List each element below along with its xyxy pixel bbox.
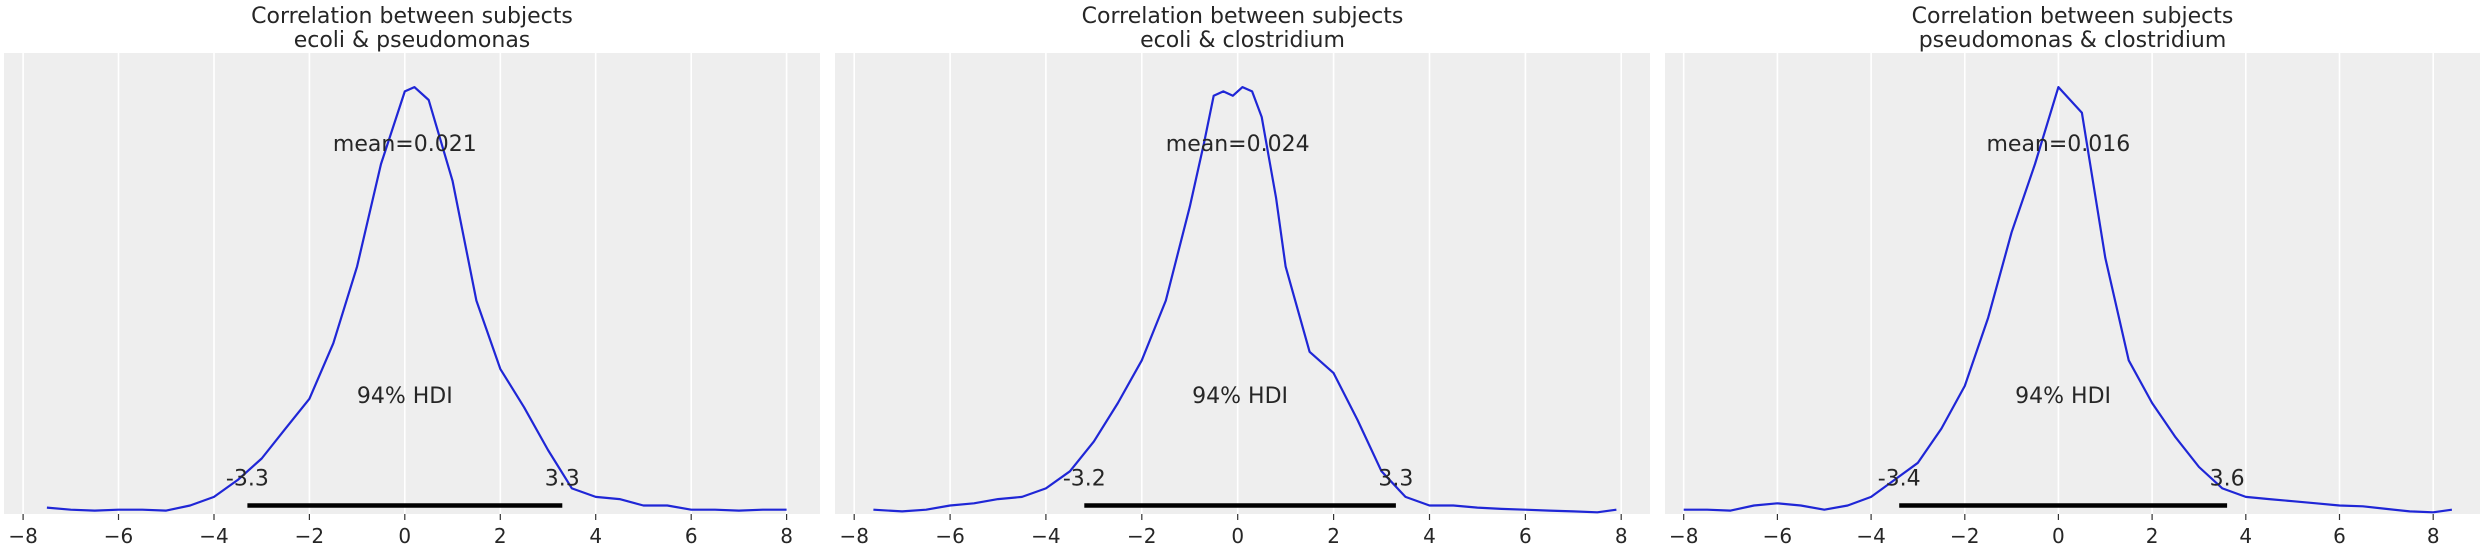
x-tick-label: 2 — [1327, 524, 1340, 548]
x-tick-label: −8 — [839, 524, 868, 548]
density-plot-1: −8 −6 −4 −2 0 2 4 6 8 Correlation between subject… — [4, 4, 820, 548]
x-tick-label: −2 — [1950, 524, 1979, 548]
mean-label: mean=0.016 — [1986, 132, 2130, 157]
x-tick-label: 2 — [494, 524, 507, 548]
x-tick-label: 8 — [780, 524, 793, 548]
hdi-high-label: 3.3 — [1378, 467, 1413, 492]
hdi-label: 94% HDI — [2015, 384, 2111, 409]
chart-title-line-1: Correlation between subjects — [1912, 4, 2234, 29]
plot-background — [835, 53, 1650, 514]
chart-title-line-1: Correlation between subjects — [1082, 4, 1404, 29]
x-tick-label: 4 — [589, 524, 602, 548]
x-tick-label: −2 — [1127, 524, 1156, 548]
hdi-label: 94% HDI — [1192, 384, 1288, 409]
x-tick-label: −2 — [295, 524, 324, 548]
plot-background — [1665, 53, 2480, 514]
x-tick-label: 0 — [398, 524, 411, 548]
x-tick-label: 0 — [1231, 524, 1244, 548]
density-plot-3: −8 −6 −4 −2 0 2 4 6 8 Correlation between subject… — [1665, 4, 2480, 548]
x-tick-label: −6 — [1763, 524, 1792, 548]
hdi-high-label: 3.3 — [545, 467, 580, 492]
x-tick-label: −8 — [1669, 524, 1698, 548]
hdi-low-label: -3.3 — [226, 467, 269, 492]
chart-title-line-2: pseudomonas & clostridium — [1919, 28, 2227, 53]
mean-label: mean=0.021 — [333, 132, 477, 157]
x-tick-label: 4 — [1423, 524, 1436, 548]
chart-title-line-2: ecoli & pseudomonas — [294, 28, 531, 53]
x-tick-label: −6 — [104, 524, 133, 548]
chart-title-line-1: Correlation between subjects — [251, 4, 573, 29]
density-curve — [46, 86, 787, 512]
density-plot-2: −8 −6 −4 −2 0 2 4 6 8 Correlation between subject… — [835, 4, 1650, 548]
mean-label: mean=0.024 — [1166, 132, 1310, 157]
x-tick-label: −4 — [1856, 524, 1885, 548]
x-tick-label: −4 — [1031, 524, 1060, 548]
x-tick-label: 0 — [2052, 524, 2065, 548]
x-tick-label: 6 — [2333, 524, 2346, 548]
hdi-low-label: -3.4 — [1878, 467, 1921, 492]
x-tick-label: 8 — [2427, 524, 2440, 548]
hdi-high-label: 3.6 — [2210, 467, 2245, 492]
density-curve — [873, 86, 1617, 514]
x-tick-label: 6 — [1519, 524, 1532, 548]
hdi-low-label: -3.2 — [1063, 467, 1106, 492]
x-tick-label: 4 — [2239, 524, 2252, 548]
density-curve — [1683, 86, 2453, 514]
x-tick-label: 8 — [1615, 524, 1628, 548]
x-tick-label: −6 — [935, 524, 964, 548]
hdi-label: 94% HDI — [357, 384, 453, 409]
plot-background — [4, 53, 820, 514]
x-tick-label: 2 — [2146, 524, 2159, 548]
x-tick-label: −8 — [8, 524, 37, 548]
x-tick-label: 6 — [685, 524, 698, 548]
x-tick-label: −4 — [199, 524, 228, 548]
chart-title-line-2: ecoli & clostridium — [1140, 28, 1345, 53]
